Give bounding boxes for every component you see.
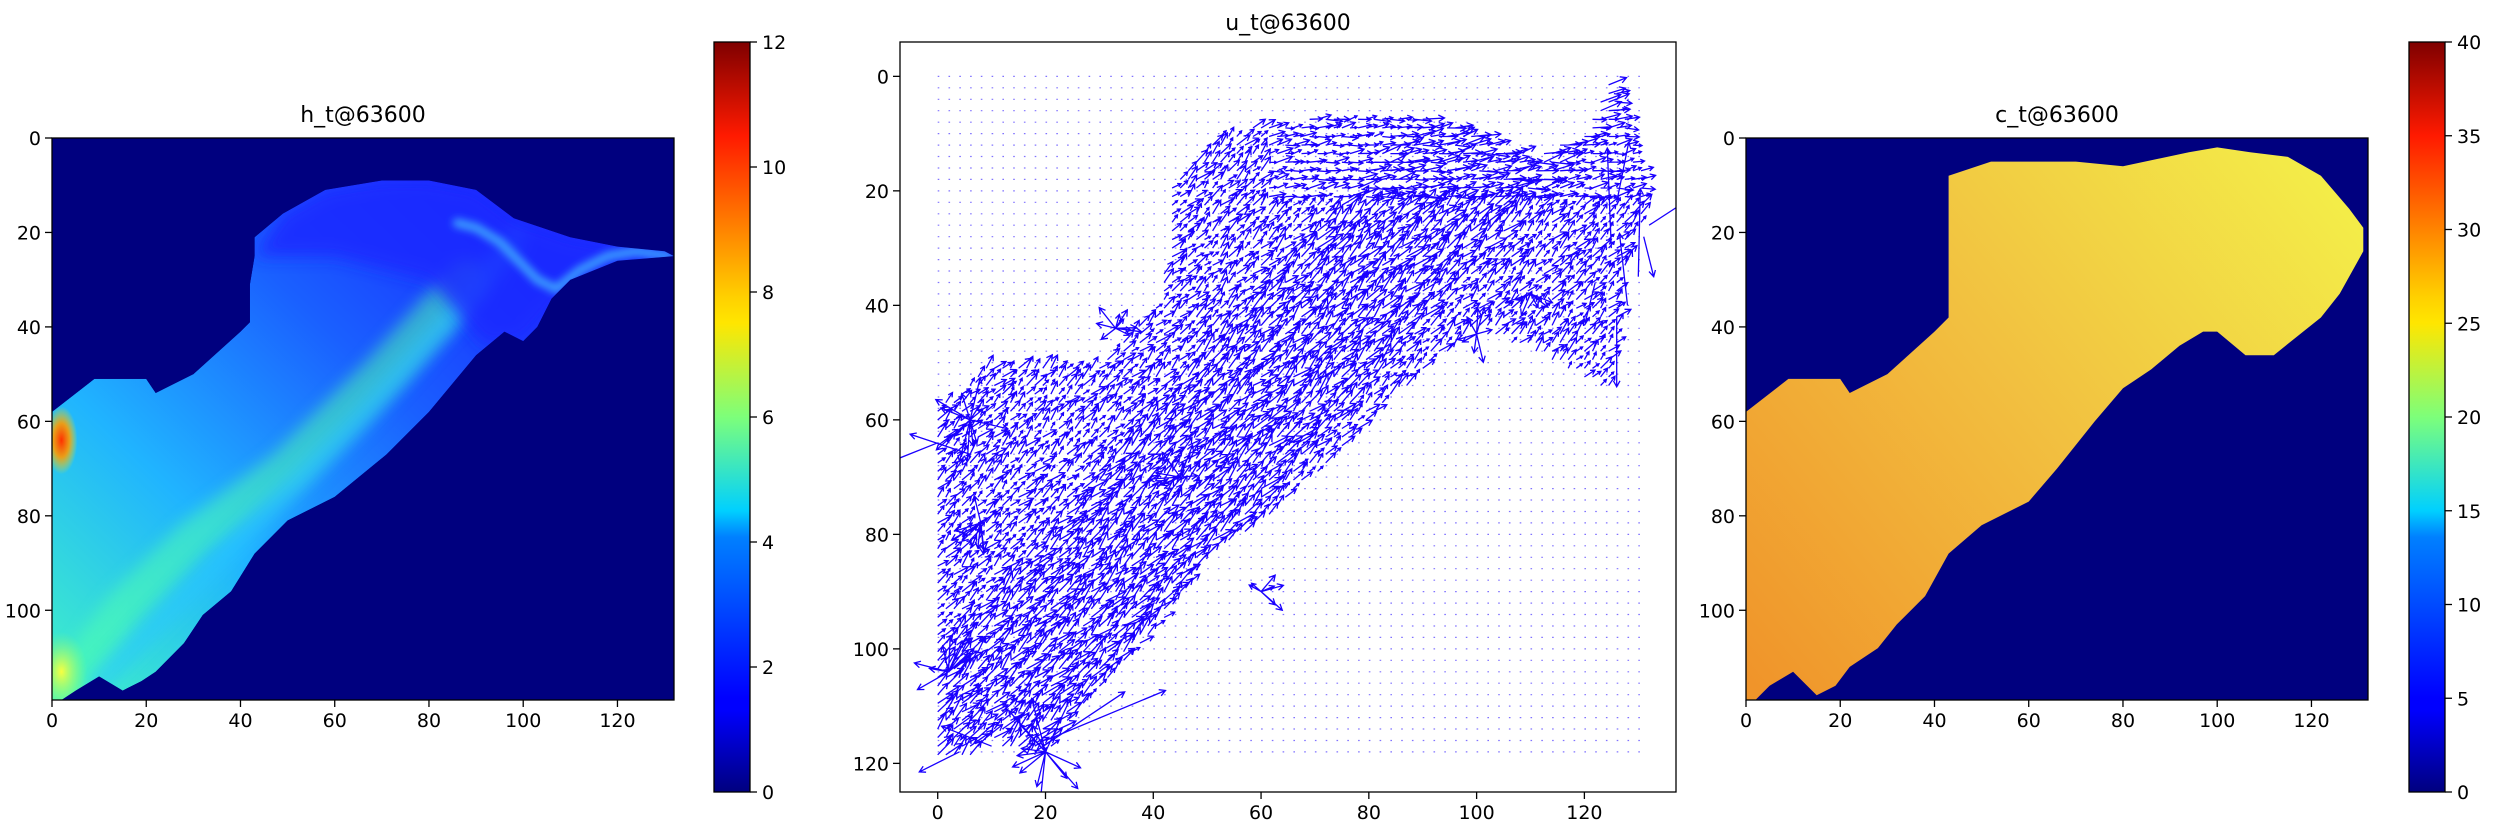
h-ytick-label: 60 [17, 411, 41, 433]
u-xtick-label: 0 [932, 802, 944, 824]
u-ytick-label: 40 [865, 295, 889, 317]
c-title: c_t@63600 [1995, 103, 2119, 128]
h-xtick-label: 120 [599, 710, 635, 732]
h-colorbar: 0 2 4 6 8 10 12 [713, 32, 786, 804]
h-band-cyan [52, 259, 487, 700]
u-ytick-label: 20 [865, 181, 889, 203]
h-ytick-label: 0 [29, 128, 41, 150]
c-ytick-label: 100 [1699, 600, 1735, 622]
u-ytick-label: 120 [853, 753, 889, 775]
u-axes-frame [899, 41, 1677, 793]
h-cbtick-label: 8 [762, 282, 774, 304]
h-xtick-label: 20 [134, 710, 158, 732]
u-arrows [900, 76, 1676, 792]
c-heatmap [1746, 138, 2368, 700]
u-xtick-label: 120 [1566, 802, 1602, 824]
h-ytick-label: 80 [17, 506, 41, 528]
u-title: u_t@63600 [1225, 11, 1351, 36]
c-cbtick-label: 25 [2457, 313, 2481, 335]
c-y-ticks: 0 20 40 60 80 100 [1699, 128, 1746, 622]
c-domain [1746, 147, 2364, 700]
h-ytick-label: 20 [17, 222, 41, 244]
h-cbtick-label: 12 [762, 32, 786, 54]
c-ytick-label: 40 [1711, 317, 1735, 339]
h-title: h_t@63600 [300, 103, 426, 128]
h-ytick-label: 40 [17, 317, 41, 339]
u-ytick-label: 80 [865, 524, 889, 546]
h-heatmap [52, 138, 674, 700]
u-grid-dots [937, 75, 1640, 753]
c-xtick-label: 20 [1828, 710, 1852, 732]
c-xtick-label: 120 [2293, 710, 2329, 732]
u-xtick-label: 60 [1249, 802, 1273, 824]
h-axes-frame [51, 137, 675, 701]
h-ytick-label: 100 [5, 600, 41, 622]
c-colorbar: 0 5 10 15 20 25 30 35 40 [2408, 32, 2481, 804]
h-xtick-label: 0 [46, 710, 58, 732]
u-xtick-label: 20 [1033, 802, 1057, 824]
c-panel: c_t@63600 0 20 40 60 80 100 120 0 20 40 60 80 100 [1699, 103, 2369, 732]
u-xtick-label: 100 [1458, 802, 1494, 824]
u-quiver [900, 75, 1676, 792]
u-grid-dot-marks [937, 75, 1640, 753]
c-cbtick-label: 20 [2457, 407, 2481, 429]
h-channel [452, 218, 674, 295]
c-xtick-label: 40 [1922, 710, 1946, 732]
u-xtick-label: 80 [1357, 802, 1381, 824]
h-cbtick-label: 10 [762, 157, 786, 179]
c-ytick-label: 0 [1723, 128, 1735, 150]
c-ytick-label: 80 [1711, 506, 1735, 528]
c-cbtick-label: 35 [2457, 126, 2481, 148]
c-xtick-label: 0 [1740, 710, 1752, 732]
h-xtick-label: 80 [417, 710, 441, 732]
c-x-ticks: 0 20 40 60 80 100 120 [1740, 700, 2330, 732]
u-ytick-label: 0 [877, 66, 889, 88]
c-ytick-label: 60 [1711, 411, 1735, 433]
h-upper-blue [254, 180, 665, 346]
c-cbtick-label: 5 [2457, 688, 2469, 710]
c-xtick-label: 80 [2111, 710, 2135, 732]
h-x-ticks: 0 20 40 60 80 100 120 [46, 700, 636, 732]
h-colorbar-ticks: 0 2 4 6 8 10 12 [750, 32, 786, 804]
h-cbtick-label: 2 [762, 657, 774, 679]
u-x-ticks: 0 20 40 60 80 100 120 [932, 792, 1603, 824]
h-cbtick-label: 6 [762, 407, 774, 429]
u-panel: u_t@63600 0 20 40 60 80 100 120 0 20 40 60 80 100 12… [853, 11, 1677, 824]
u-arrow-marks [900, 76, 1676, 792]
h-xtick-label: 60 [323, 710, 347, 732]
u-ytick-label: 100 [853, 639, 889, 661]
c-axes-frame [1745, 137, 2369, 701]
c-colorbar-ticks: 0 5 10 15 20 25 30 35 40 [2445, 32, 2481, 804]
h-cbtick-label: 4 [762, 532, 774, 554]
h-y-ticks: 0 20 40 60 80 100 [5, 128, 52, 622]
c-cbtick-label: 40 [2457, 32, 2481, 54]
c-xtick-label: 60 [2017, 710, 2041, 732]
c-colorbar-gradient [2409, 42, 2445, 792]
c-cbtick-label: 15 [2457, 501, 2481, 523]
h-panel: h_t@63600 0 20 40 60 80 100 120 0 20 40 60 80 100 [5, 103, 675, 732]
c-cbtick-label: 0 [2457, 782, 2469, 804]
u-xtick-label: 40 [1141, 802, 1165, 824]
u-ytick-label: 60 [865, 410, 889, 432]
h-hotspot [52, 406, 78, 475]
c-cbtick-label: 30 [2457, 220, 2481, 242]
h-xtick-label: 100 [505, 710, 541, 732]
c-cbtick-label: 10 [2457, 595, 2481, 617]
c-xtick-label: 100 [2199, 710, 2235, 732]
u-y-ticks: 0 20 40 60 80 100 120 [853, 66, 900, 775]
c-ytick-label: 20 [1711, 222, 1735, 244]
h-colorbar-gradient [714, 42, 750, 792]
h-cbtick-label: 0 [762, 782, 774, 804]
h-xtick-label: 40 [228, 710, 252, 732]
